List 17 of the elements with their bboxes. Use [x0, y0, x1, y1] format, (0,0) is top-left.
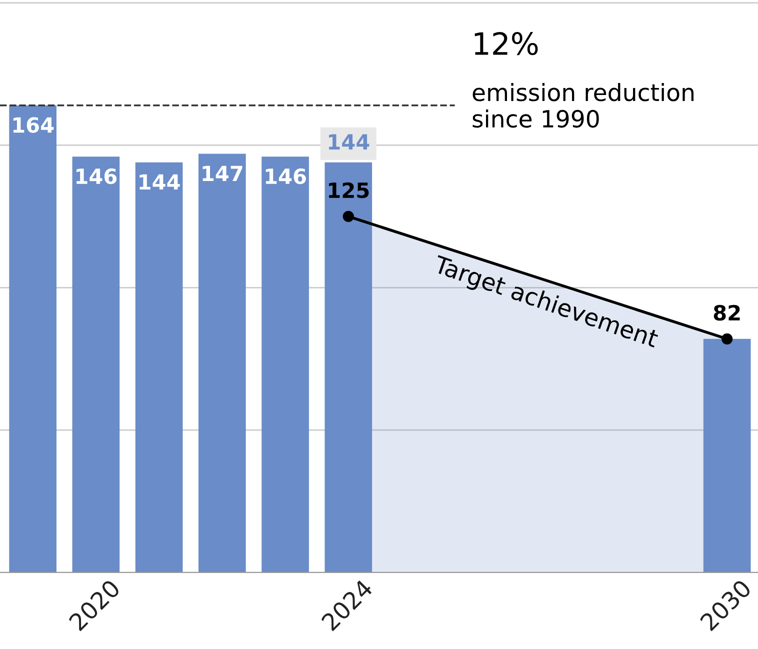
- annotation: 12%: [474, 32, 538, 56]
- bar: [72, 156, 120, 572]
- bar: [198, 154, 246, 572]
- bar: [135, 162, 183, 572]
- bar: [703, 338, 751, 572]
- data-label: 146: [76, 168, 117, 184]
- data-label: 164: [13, 117, 54, 133]
- data-label: 147: [202, 166, 242, 182]
- data-label: 144: [328, 134, 370, 150]
- data-label: 144: [140, 174, 180, 190]
- bar: [9, 105, 56, 572]
- data-label: 82: [714, 304, 740, 321]
- bar: [324, 162, 372, 572]
- bar: [262, 156, 309, 572]
- data-label: 125: [328, 182, 369, 198]
- data-label: 146: [266, 168, 306, 184]
- annotation: emission reduction since 1990: [472, 83, 694, 128]
